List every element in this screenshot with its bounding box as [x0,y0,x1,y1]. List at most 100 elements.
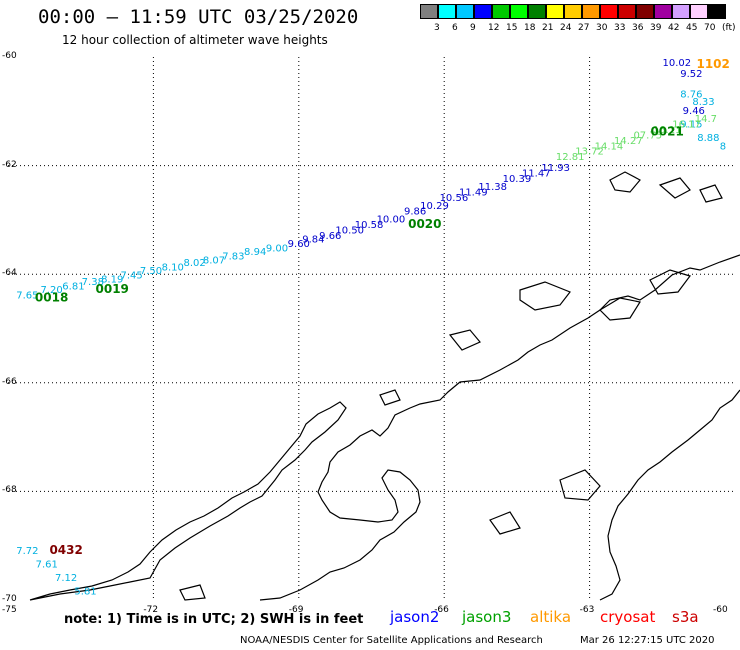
swh-value: 6.81 [62,281,84,292]
swh-value: 5.81 [74,587,96,598]
colorbar-label: 9 [470,23,476,33]
swh-value: 8.88 [697,133,719,144]
colorbar-swatch [618,4,636,19]
swh-value: 7.65 [16,291,38,302]
colorbar-label: 39 [650,23,662,33]
colorbar-label: 18 [524,23,536,33]
swh-value: 9.84 [302,235,324,246]
swh-value: 07.75 [633,130,662,141]
colorbar-swatch [456,4,474,19]
swh-value: 7.61 [36,559,58,570]
pass-time-label: 0020 [408,217,441,231]
swh-value: 9.00 [266,243,288,254]
satellite-name: s3a [672,608,699,626]
swh-value: 8.19 [101,274,123,285]
swh-value: 10.58 [355,220,384,231]
swh-value: 14.7 [695,114,717,125]
satellite-name: jason2 [390,608,440,626]
swh-value: 10.00 [377,215,406,226]
colorbar-swatch [564,4,582,19]
lat-label: -60 [2,51,17,61]
lon-label: -63 [579,605,595,615]
colorbar-swatch [636,4,654,19]
swh-value: 11.93 [541,163,570,174]
colorbar-swatch [654,4,672,19]
swh-value: 10.39 [503,174,532,185]
swh-value: 7.50 [140,266,162,277]
colorbar-label: 3 [434,23,440,33]
lon-label: -75 [2,605,17,615]
colorbar-label: 70 [704,23,716,33]
swh-value: 16.17 [672,120,701,131]
time-tag-layer: 0018 0019 0020 0021 1102 0432 [35,57,730,557]
colorbar-swatch [600,4,618,19]
colorbar-swatch [492,4,510,19]
swh-value: 14.27 [614,136,643,147]
swh-value: 12.81 [556,152,585,163]
map-title: 00:00 – 11:59 UTC 03/25/2020 [38,6,359,28]
satellite-name: cryosat [600,608,656,626]
swh-value: 9.46 [683,106,705,117]
swh-value: 13.72 [575,147,604,158]
swh-value: 11.47 [522,168,551,179]
swh-value: 9.52 [680,69,702,80]
colorbar-label: (ft) [722,23,736,33]
lon-label: -60 [713,605,728,615]
swh-value: 10.50 [335,225,364,236]
swh-value: 8.76 [680,90,702,101]
colorbar-label: 21 [542,23,554,33]
swh-value: 7.72 [16,546,38,557]
colorbar-swatch [420,4,438,19]
swh-value: 8.07 [203,255,225,266]
swh-value: 8.33 [692,97,714,108]
swh-value: 8 [720,141,726,152]
satellite-name: altika [530,608,572,626]
coastline [29,171,740,601]
lon-label: -72 [143,605,159,615]
swh-value: 16.11 [653,125,682,136]
pass-time-label: 1102 [696,57,729,71]
colorbar-label: 12 [488,23,500,33]
colorbar-swatch [690,4,708,19]
colorbar-label: 24 [560,23,572,33]
swh-value: 9.15 [680,120,702,131]
pass-time-label: 0019 [96,282,129,296]
swh-value: 7.83 [222,252,244,263]
pass-time-label: 0021 [650,125,683,139]
swh-value: 9.66 [319,231,341,242]
colorbar-label: 45 [686,23,698,33]
pass-time-label: 0018 [35,290,68,304]
swh-value: 11.38 [478,182,507,193]
colorbar-swatch [708,4,726,19]
colorbar-label: 30 [596,23,608,33]
lon-label: -69 [288,605,304,615]
lat-label: -64 [2,268,17,279]
lat-label: -62 [2,159,17,170]
colorbar-swatch [672,4,690,19]
pass-time-label: 0432 [49,543,82,557]
colorbar-swatch [546,4,564,19]
swh-value: 9.60 [288,239,310,250]
colorbar-label: 6 [452,23,458,33]
swh-value: 7.38 [82,277,104,288]
colorbar-swatch [528,4,546,19]
swh-value: 7.45 [120,271,142,282]
colorbar-label: 15 [506,23,518,33]
swh-value: 10.56 [440,193,469,204]
colorbar-swatch [474,4,492,19]
colorbar-swatch [582,4,600,19]
colorbar-swatch [510,4,528,19]
graticule [8,57,735,600]
lat-label: -70 [2,594,17,604]
footer-note: note: 1) Time is in UTC; 2) SWH is in fe… [64,612,364,627]
colorbar-label: 36 [632,23,644,33]
swh-value: 14.14 [595,141,624,152]
swh-value: 8.94 [244,247,266,258]
lat-label: -66 [2,376,17,387]
swh-value: 9.86 [404,206,426,217]
colorbar-label: 33 [614,23,626,33]
swh-value: 7.12 [55,573,77,584]
satellite-name: jason3 [462,608,512,626]
swh-value: 10.02 [663,58,692,69]
